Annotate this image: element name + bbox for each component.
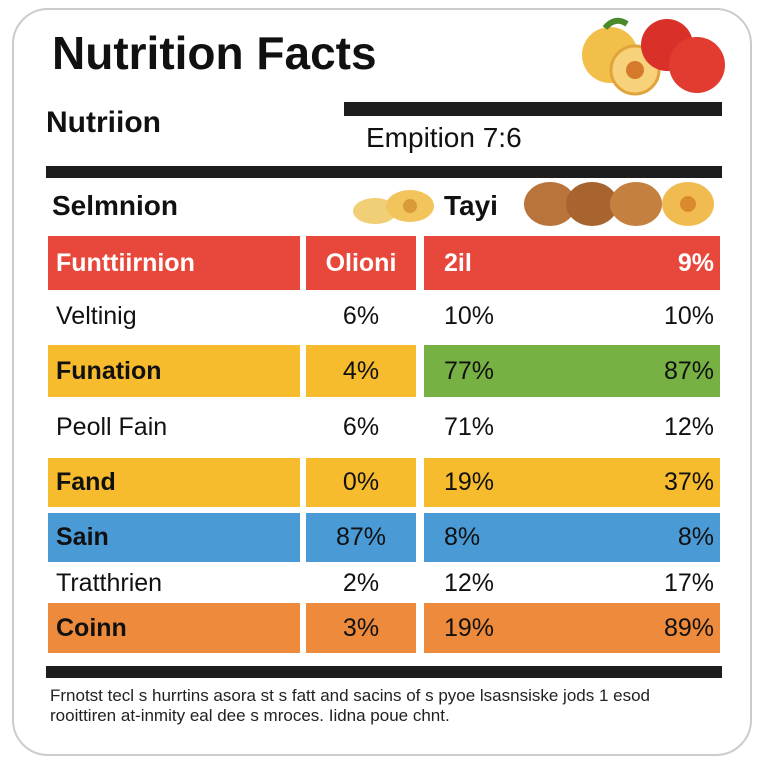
nut-icon	[353, 190, 434, 224]
cell: Sain	[56, 523, 109, 551]
rule	[46, 666, 722, 678]
row-fill	[424, 236, 720, 290]
cell: 10%	[444, 301, 495, 330]
cell: Veltinig	[56, 301, 137, 330]
cell: Tratthrien	[56, 569, 163, 597]
cell: 71%	[444, 413, 495, 441]
serving: Empition 7:6	[366, 122, 522, 153]
row-fill	[424, 513, 720, 562]
cell: 3%	[342, 613, 380, 642]
row-fill	[48, 603, 300, 653]
cell: Peoll Fain	[56, 413, 168, 441]
cell: 19%	[444, 613, 495, 642]
row-fill	[424, 345, 720, 397]
cell: Fand	[56, 468, 116, 496]
cell: 0%	[342, 468, 380, 496]
footer: Frnotst tecl s hurrtins asora st s fatt …	[50, 686, 650, 726]
cell: 4%	[342, 356, 380, 385]
cell: 17%	[663, 569, 714, 597]
section-left: Selmnion	[52, 190, 179, 221]
row-fill	[48, 513, 300, 562]
cell: 6%	[342, 301, 380, 330]
cell: 19%	[444, 468, 495, 496]
cell: Funttiirnion	[56, 248, 195, 277]
rule	[46, 166, 722, 178]
cell: 10%	[663, 301, 714, 330]
row-fill	[424, 458, 720, 507]
row-fill	[306, 458, 416, 507]
title: Nutrition Facts	[52, 27, 377, 79]
cell: 8%	[444, 523, 481, 551]
cell: 2il	[444, 248, 472, 277]
row-fill	[424, 603, 720, 653]
section-right: Tayi	[444, 190, 498, 221]
row-fill	[306, 603, 416, 653]
cell: 87%	[663, 356, 714, 385]
subtitle: Nutriion	[46, 106, 161, 139]
cell: 37%	[663, 468, 714, 496]
cell: 12%	[663, 413, 714, 441]
row-fill	[306, 513, 416, 562]
rule	[344, 102, 722, 116]
row-fill	[306, 236, 416, 290]
cell: Funation	[56, 356, 162, 385]
cell: 87%	[335, 523, 387, 551]
row-fill	[48, 458, 300, 507]
cell: 2%	[342, 569, 380, 597]
cell: 77%	[444, 356, 495, 385]
cell: 9%	[677, 248, 714, 277]
cell: Coinn	[56, 613, 127, 642]
cell: 6%	[342, 413, 380, 441]
row-fill	[306, 345, 416, 397]
footer-line: rooittiren at-inmity eal dee s mroces. I…	[50, 706, 450, 725]
row-fill	[48, 345, 300, 397]
cell: 8%	[677, 523, 714, 551]
cell: 12%	[444, 569, 495, 597]
footer-line: Frnotst tecl s hurrtins asora st s fatt …	[50, 686, 650, 705]
row-fill	[48, 236, 300, 290]
nut-icon	[524, 182, 714, 226]
cell: Olioni	[325, 248, 397, 277]
cell: 89%	[663, 613, 714, 642]
fruit-icon	[582, 17, 725, 96]
